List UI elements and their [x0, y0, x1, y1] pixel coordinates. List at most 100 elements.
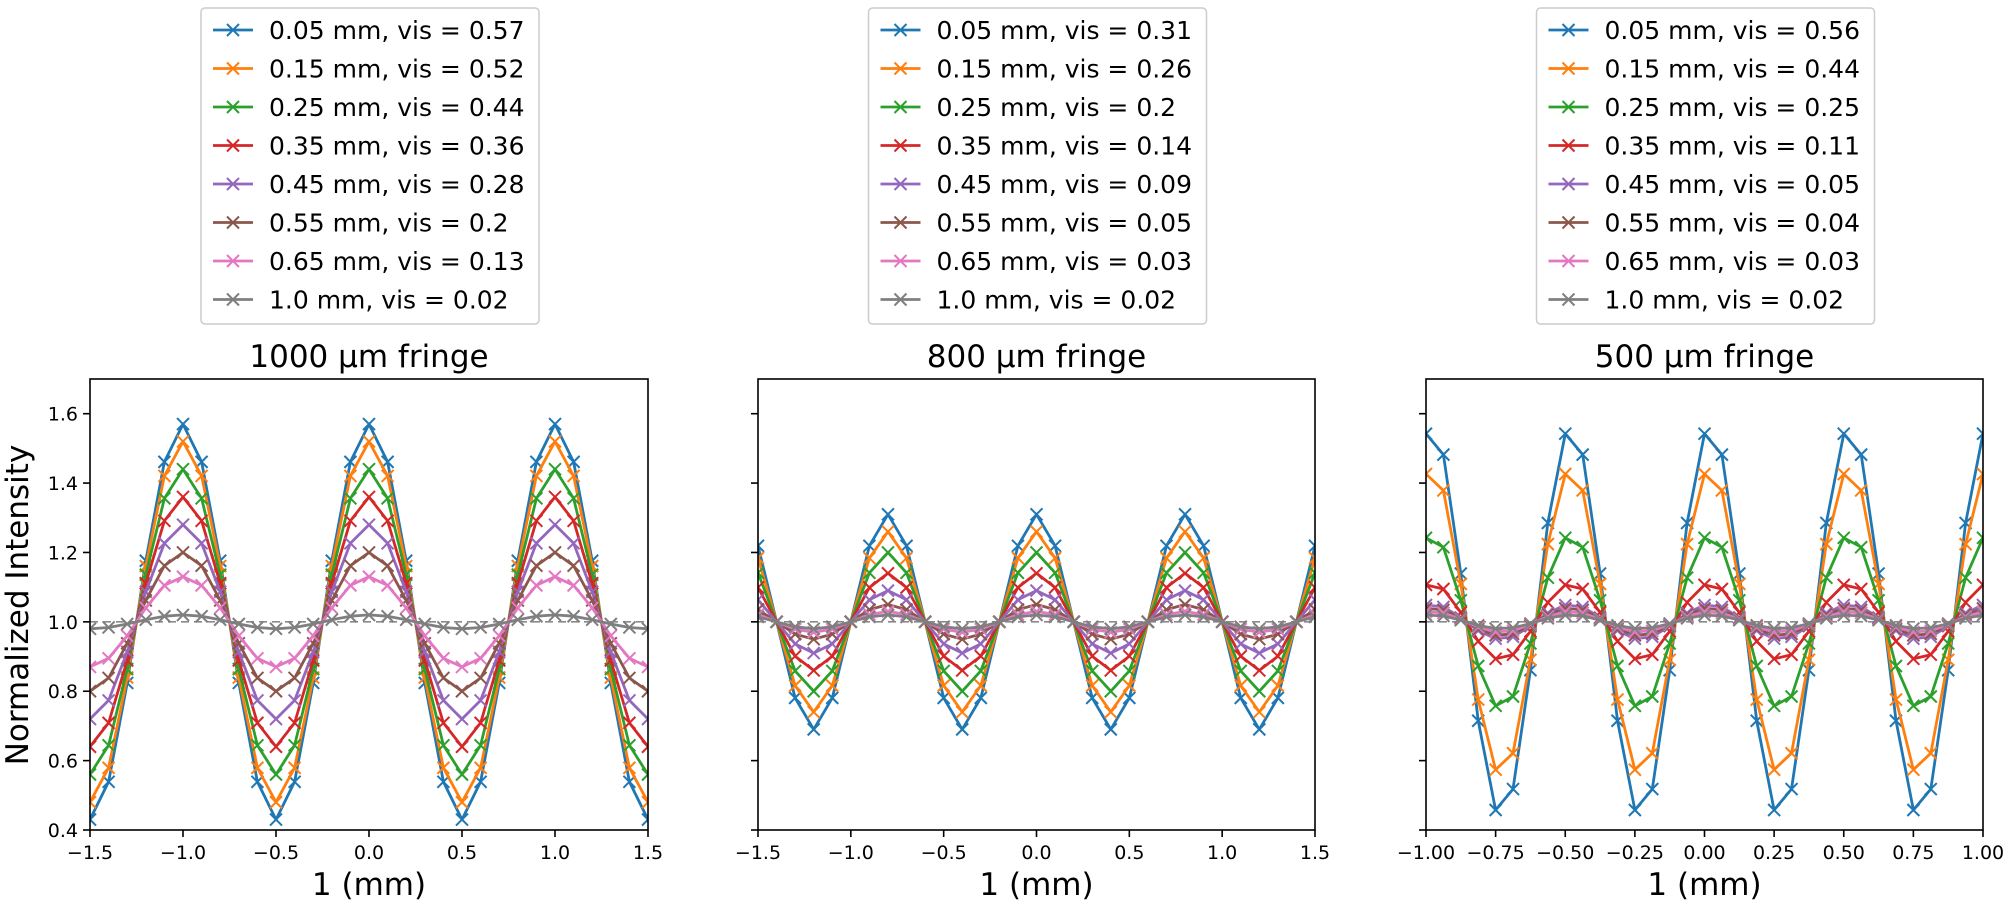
data-point — [1767, 803, 1781, 817]
x-axis-label: 1 (mm) — [979, 867, 1093, 903]
legend-label: 1.0 mm, vis = 0.02 — [269, 286, 509, 315]
data-point — [758, 566, 765, 580]
data-point — [1976, 531, 1983, 545]
data-point — [436, 651, 451, 666]
data-point — [1011, 539, 1025, 553]
data-point — [566, 578, 581, 593]
data-point — [936, 691, 951, 705]
data-point — [862, 610, 877, 624]
data-point — [529, 514, 544, 528]
chart-panel-2: 800 μm fringe −1.5 −1.0 −0.5 0.0 0.5 1.0 1.5 1 (… — [735, 7, 1330, 903]
data-point — [622, 651, 637, 666]
x-axis-label: 1 (mm) — [1647, 867, 1761, 903]
x-tick-label: 1.0 — [540, 842, 570, 864]
data-point — [1558, 531, 1572, 545]
series-6 — [90, 545, 648, 698]
legend-item: 0.35 mm, vis = 0.36 — [213, 132, 524, 161]
data-point — [641, 795, 648, 809]
legend-item: 0.15 mm, vis = 0.44 — [1548, 55, 1860, 84]
data-point — [529, 491, 544, 506]
data-point — [1645, 689, 1659, 704]
legend-label: 0.25 mm, vis = 0.25 — [1605, 93, 1860, 122]
data-point — [1906, 621, 1921, 636]
data-point — [1784, 746, 1799, 760]
x-tick-label: −1.00 — [1397, 842, 1455, 864]
data-point — [1628, 652, 1642, 666]
data-point — [548, 518, 562, 532]
legend-item: 0.45 mm, vis = 0.28 — [213, 170, 524, 199]
data-point — [1159, 580, 1174, 595]
legend-marker — [226, 138, 240, 153]
data-point — [213, 612, 227, 627]
data-point — [1085, 620, 1099, 634]
data-point — [806, 622, 821, 636]
data-point — [622, 620, 637, 635]
data-point — [1029, 608, 1044, 622]
data-point — [1837, 426, 1851, 441]
data-point — [1215, 615, 1229, 629]
data-point — [899, 610, 914, 624]
data-point — [1104, 705, 1118, 719]
legend-box — [200, 7, 540, 325]
data-point — [992, 615, 1007, 629]
data-point — [548, 608, 562, 622]
chart-title: 1000 μm fringe — [249, 339, 488, 375]
data-point — [436, 693, 451, 708]
data-point — [825, 664, 839, 678]
data-point — [604, 629, 618, 643]
y-tick-label: 0.8 — [48, 681, 78, 703]
x-tick-label: −0.50 — [1536, 842, 1594, 864]
data-point — [1436, 483, 1451, 498]
data-point — [473, 671, 488, 685]
data-point — [1178, 566, 1192, 580]
data-point — [269, 795, 283, 809]
data-point — [1048, 551, 1062, 565]
series-7 — [90, 570, 648, 674]
legend-marker — [893, 61, 908, 76]
data-point — [343, 578, 358, 593]
data-point — [758, 610, 765, 624]
x-tick-label: −0.75 — [1467, 842, 1525, 864]
data-point — [1271, 691, 1285, 705]
data-point — [1697, 608, 1712, 622]
data-point — [1104, 663, 1118, 678]
data-point — [287, 620, 302, 635]
data-point — [1196, 593, 1211, 607]
data-point — [899, 593, 914, 607]
data-point — [936, 664, 951, 678]
data-point — [641, 684, 648, 698]
data-point — [1085, 637, 1099, 651]
legend-item: 0.05 mm, vis = 0.56 — [1548, 16, 1860, 45]
data-point — [1271, 664, 1285, 678]
data-point — [325, 601, 339, 615]
data-point — [250, 761, 265, 775]
data-point — [1523, 616, 1538, 631]
data-point — [622, 716, 637, 730]
data-point — [806, 663, 821, 678]
data-point — [101, 671, 116, 685]
data-point — [380, 491, 395, 506]
data-point — [1271, 637, 1285, 651]
legend-marker — [1561, 215, 1576, 230]
data-point — [936, 637, 951, 651]
data-point — [250, 738, 265, 753]
data-point — [1558, 467, 1572, 481]
legend-marker — [1561, 177, 1576, 191]
data-point — [157, 609, 172, 623]
data-point — [1541, 570, 1555, 585]
data-point — [1506, 647, 1520, 662]
data-point — [436, 761, 451, 775]
data-point — [306, 617, 320, 631]
data-point — [566, 536, 581, 550]
data-point — [1628, 803, 1642, 817]
y-tick-label: 1.4 — [48, 473, 78, 495]
data-point — [269, 712, 283, 726]
data-point — [974, 649, 988, 663]
data-point — [758, 551, 765, 565]
data-point — [899, 551, 914, 565]
legend-marker — [893, 292, 908, 307]
legend-label: 1.0 mm, vis = 0.02 — [937, 286, 1177, 315]
legend-label: 0.35 mm, vis = 0.14 — [937, 132, 1192, 161]
data-point — [1523, 636, 1538, 651]
data-point — [1819, 570, 1834, 585]
